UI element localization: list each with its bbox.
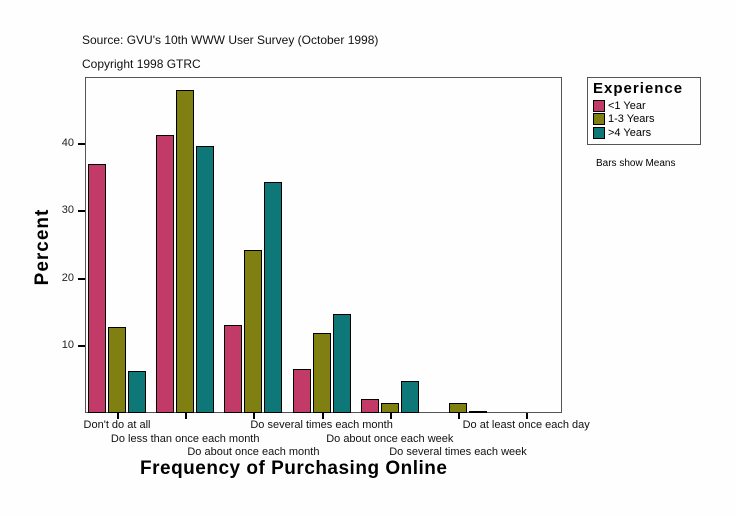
- x-tick: [389, 413, 392, 419]
- y-tick: [78, 344, 85, 347]
- legend-swatch-icon: [593, 113, 605, 125]
- x-tick-label: Do less than once each month: [110, 433, 260, 445]
- x-tick-label: Do several times each week: [389, 446, 527, 458]
- x-tick-label: Do several times each month: [250, 419, 393, 431]
- legend-label: 1-3 Years: [608, 113, 655, 125]
- x-tick: [253, 413, 256, 419]
- bar: [332, 314, 351, 413]
- x-tick-label: Do about once each month: [187, 446, 320, 458]
- bar: [128, 371, 146, 413]
- y-tick: [78, 277, 85, 280]
- x-tick-label: Do about once each week: [326, 433, 454, 445]
- legend: Experience <1 Year 1-3 Years >4 Years: [587, 77, 701, 145]
- x-tick: [185, 413, 188, 419]
- y-tick: [78, 210, 85, 213]
- legend-swatch-icon: [593, 100, 605, 112]
- y-axis-title: Percent: [32, 208, 53, 286]
- source-text: Source: GVU's 10th WWW User Survey (Octo…: [82, 33, 379, 47]
- y-tick-label: 20: [61, 271, 74, 284]
- x-tick-label: Don't do at all: [83, 419, 151, 431]
- legend-swatch-icon: [593, 127, 605, 139]
- legend-label: <1 Year: [608, 100, 646, 112]
- bar: [469, 411, 487, 413]
- bar: [176, 89, 195, 413]
- x-tick: [526, 413, 529, 419]
- bar: [108, 326, 126, 413]
- x-tick: [321, 413, 324, 419]
- legend-item-gt4: >4 Years: [593, 127, 651, 139]
- y-tick-label: 30: [61, 204, 74, 217]
- x-tick: [458, 413, 460, 419]
- bar: [292, 369, 311, 413]
- bar: [224, 324, 243, 413]
- bar: [156, 134, 175, 413]
- bar: [400, 380, 419, 413]
- x-tick: [117, 413, 119, 419]
- legend-item-1to3: 1-3 Years: [593, 113, 654, 125]
- bar: [380, 402, 399, 413]
- bar: [312, 333, 331, 413]
- legend-label: >4 Years: [608, 127, 652, 139]
- y-tick: [78, 143, 85, 146]
- legend-title: Experience: [593, 80, 684, 97]
- bar: [449, 402, 467, 413]
- bar: [88, 164, 106, 413]
- bar: [244, 249, 263, 413]
- bar: [264, 181, 283, 413]
- x-tick-label: Do at least once each day: [462, 419, 590, 431]
- x-axis-title: Frequency of Purchasing Online: [140, 458, 448, 479]
- bars-show-means-note: Bars show Means: [596, 158, 676, 169]
- y-tick-label: 40: [61, 137, 74, 150]
- y-tick-label: 10: [61, 338, 74, 351]
- legend-item-lt1: <1 Year: [593, 100, 646, 112]
- bar: [360, 398, 379, 413]
- bar: [196, 146, 215, 413]
- copyright-text: Copyright 1998 GTRC: [82, 57, 201, 71]
